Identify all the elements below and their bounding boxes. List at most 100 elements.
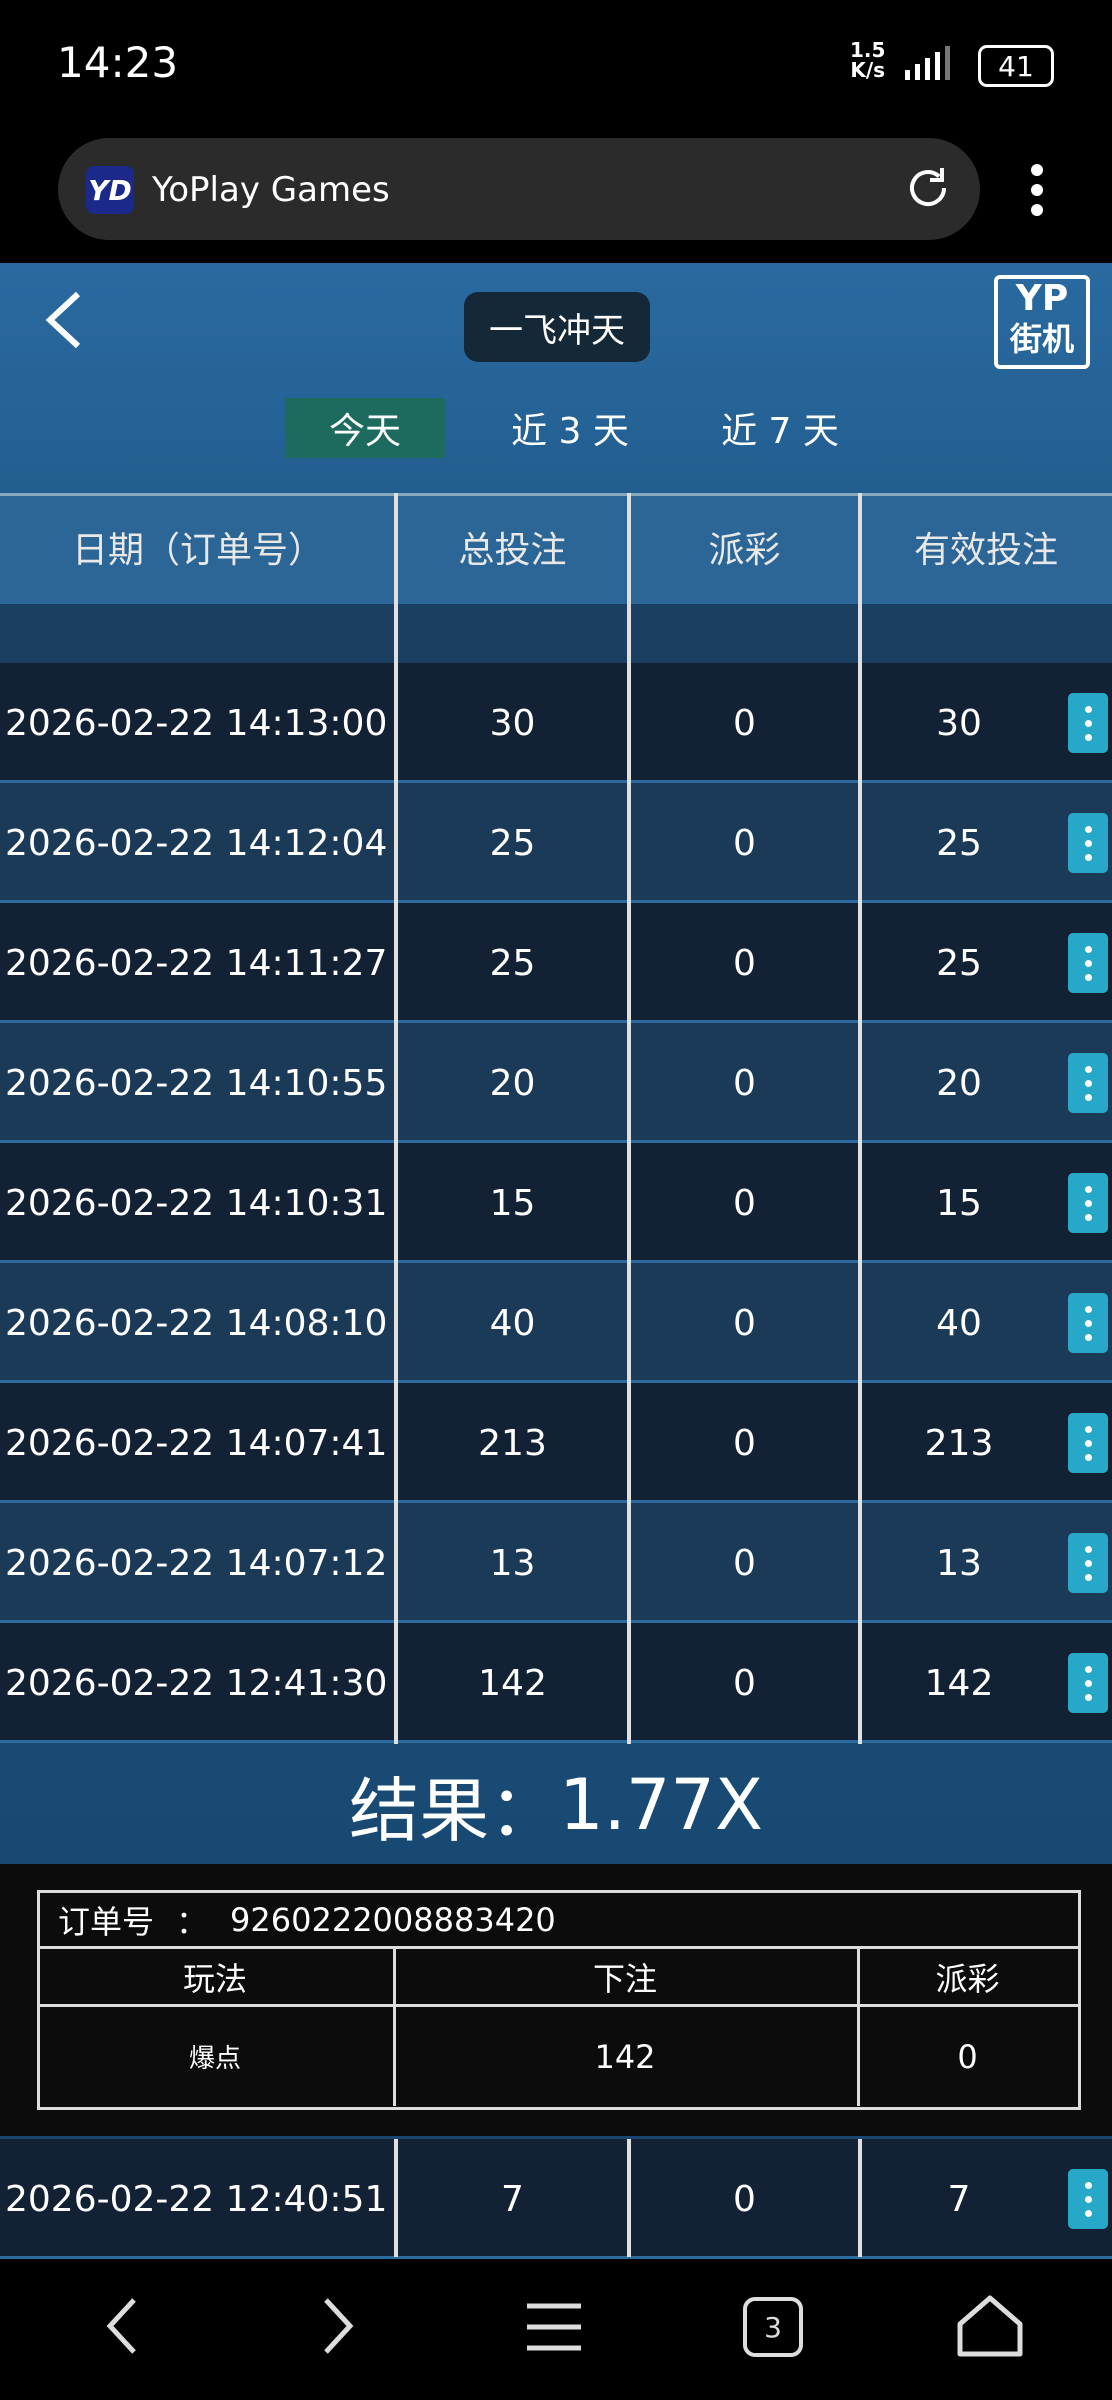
cell: 0 — [733, 1422, 756, 1464]
detail-cell: 0 — [957, 2037, 978, 2076]
tab[interactable]: 今天 — [285, 398, 445, 458]
row — [0, 903, 1112, 1023]
cell: 213 — [478, 1422, 547, 1464]
column-divider — [858, 493, 862, 1744]
cell: 13 — [489, 1542, 536, 1584]
row-menu[interactable] — [1068, 693, 1108, 753]
nav-home[interactable] — [957, 2295, 1023, 2357]
cell: 20 — [489, 1062, 536, 1104]
detail-table — [37, 1890, 1081, 2110]
reload[interactable] — [900, 160, 956, 216]
cell: 2026-02-22 14:07:41 — [5, 1422, 388, 1464]
cell: 2026-02-22 14:10:31 — [5, 1182, 388, 1224]
row-menu[interactable] — [1068, 933, 1108, 993]
cell: 213 — [924, 1422, 994, 1464]
order-sep: ： — [176, 1903, 209, 1941]
cell: 20 — [936, 1062, 982, 1104]
cell: 25 — [489, 942, 536, 984]
site-logo: YD — [86, 166, 134, 214]
partial-row — [0, 604, 1112, 666]
cell: 142 — [924, 1662, 994, 1704]
cell: 15 — [489, 1182, 536, 1224]
row — [0, 783, 1112, 903]
order-line: 订单号 ： 9260222008883420 — [58, 1894, 556, 1946]
detail-header: 玩法 — [182, 1959, 247, 1998]
cell: 2026-02-22 14:08:10 — [5, 1302, 388, 1344]
order-label: 订单号 — [58, 1903, 155, 1941]
row — [0, 2139, 1112, 2259]
nav-menu[interactable] — [527, 2303, 581, 2351]
nav-forward[interactable] — [324, 2298, 354, 2354]
result-label: 结果： — [349, 1769, 560, 1852]
cell: 0 — [733, 1662, 756, 1704]
game-title: 一飞冲天 — [464, 292, 650, 362]
order-no: 9260222008883420 — [230, 1901, 556, 1939]
cell: 25 — [489, 822, 536, 864]
row-menu[interactable] — [1068, 1053, 1108, 1113]
row-menu[interactable] — [1068, 1413, 1108, 1473]
cell: 25 — [936, 822, 982, 864]
logo-top: YP — [1015, 278, 1069, 319]
net-speed: 1.5 K/s — [850, 40, 885, 80]
cell: 0 — [733, 2178, 756, 2220]
browser-menu[interactable] — [1025, 160, 1049, 224]
column-divider — [627, 493, 631, 1744]
cell: 0 — [733, 822, 756, 864]
cell: 30 — [489, 702, 536, 744]
row — [0, 1023, 1112, 1143]
nav-icons — [106, 2295, 1023, 2357]
row-menu[interactable] — [1068, 1173, 1108, 1233]
yp-logo: YP 街机 — [994, 275, 1090, 369]
column-divider — [627, 2139, 631, 2257]
result-value: 1.77X — [559, 1764, 763, 1846]
row-menu[interactable] — [1068, 2169, 1108, 2229]
cell: 2026-02-22 14:07:12 — [5, 1542, 388, 1584]
row-menu[interactable] — [1068, 1533, 1108, 1593]
tab[interactable]: 近 3 天 — [511, 411, 629, 452]
row — [0, 1263, 1112, 1383]
cell: 13 — [936, 1542, 982, 1584]
row — [0, 1143, 1112, 1263]
speed: 1.5 — [850, 38, 886, 62]
row — [0, 1383, 1112, 1503]
cell: 0 — [733, 1302, 756, 1344]
row-menu[interactable] — [1068, 1653, 1108, 1713]
back-button[interactable] — [40, 290, 90, 350]
signal — [905, 46, 950, 80]
row-menu[interactable] — [1068, 813, 1108, 873]
nav-back[interactable] — [106, 2298, 136, 2354]
cell: 0 — [733, 1062, 756, 1104]
row — [0, 1503, 1112, 1623]
logo-bottom: 街机 — [1009, 320, 1074, 358]
cell: 2026-02-22 14:11:27 — [5, 942, 388, 984]
cell: 2026-02-22 14:13:00 — [5, 702, 388, 744]
cell: 15 — [936, 1182, 982, 1224]
cell: 0 — [733, 702, 756, 744]
column-header: 总投注 — [458, 530, 567, 571]
result: 结果： 1.77X — [0, 1760, 1112, 1852]
site-title: YoPlay Games — [152, 170, 390, 210]
cell: 7 — [501, 2178, 524, 2220]
detail-line — [37, 2004, 1078, 2007]
cell: 0 — [733, 1542, 756, 1584]
detail-divider — [857, 1946, 860, 2106]
column-divider — [394, 493, 398, 1744]
tab[interactable]: 近 7 天 — [721, 411, 839, 452]
detail-panel — [0, 1864, 1112, 2136]
cell: 2026-02-22 14:12:04 — [5, 822, 388, 864]
cell: 0 — [733, 942, 756, 984]
cell: 7 — [947, 2178, 971, 2220]
row — [0, 1623, 1112, 1743]
detail-cell: 爆点 — [188, 2044, 241, 2074]
nav-tabs[interactable] — [743, 2297, 803, 2357]
column-header: 有效投注 — [913, 530, 1058, 571]
address-bar[interactable] — [58, 138, 980, 240]
detail-header: 派彩 — [935, 1959, 1000, 1998]
row-menu[interactable] — [1068, 1293, 1108, 1353]
detail-header: 下注 — [592, 1959, 657, 1998]
cell: 2026-02-22 12:40:51 — [5, 2178, 388, 2220]
unit: K/s — [850, 58, 886, 82]
tab-count: 3 — [764, 2310, 782, 2344]
cell: 2026-02-22 14:10:55 — [5, 1062, 388, 1104]
